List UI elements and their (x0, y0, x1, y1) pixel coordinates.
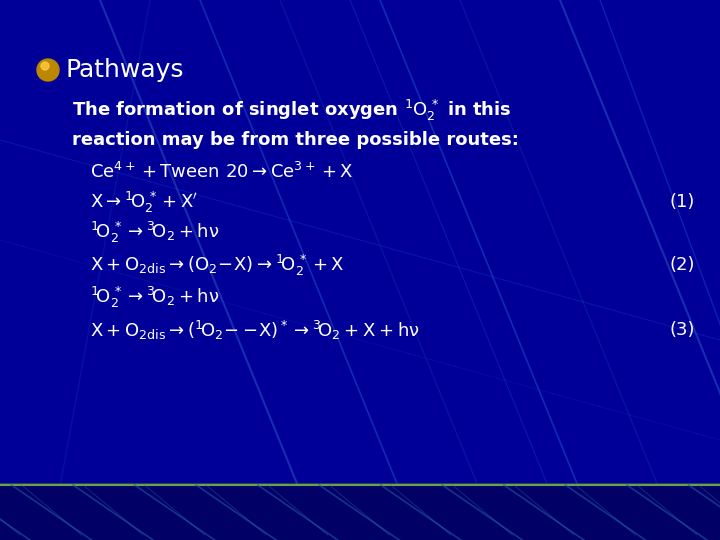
Text: $\mathrm{Ce^{4+} + Tween\ 20 \rightarrow Ce^{3+} + X}$: $\mathrm{Ce^{4+} + Tween\ 20 \rightarrow… (90, 162, 354, 182)
Bar (0, 485, 720, 540)
Text: Pathways: Pathways (65, 58, 184, 82)
Text: reaction may be from three possible routes:: reaction may be from three possible rout… (72, 131, 519, 149)
Text: $\mathrm{X \rightarrow {}^1\!O_2^{\,*} + X'}$: $\mathrm{X \rightarrow {}^1\!O_2^{\,*} +… (90, 190, 198, 214)
Text: $\mathrm{{}^1\!O_2^{\,*} \rightarrow {}^3\!O_2 + h\nu}$: $\mathrm{{}^1\!O_2^{\,*} \rightarrow {}^… (90, 219, 220, 245)
Text: $\mathrm{X + O_{2dis} \rightarrow (O_2\!-\!X) \rightarrow {}^1\!O_2^{\,*} + X}$: $\mathrm{X + O_{2dis} \rightarrow (O_2\!… (90, 252, 345, 278)
Circle shape (41, 62, 49, 70)
Text: The formation of singlet oxygen $^1\mathrm{O}_2^{\,*}$ in this: The formation of singlet oxygen $^1\math… (72, 97, 512, 123)
Text: $\mathrm{{}^1\!O_2^{\,*} \rightarrow {}^3\!O_2 + h\nu}$: $\mathrm{{}^1\!O_2^{\,*} \rightarrow {}^… (90, 285, 220, 309)
Circle shape (37, 59, 59, 81)
Text: (3): (3) (670, 321, 695, 339)
Text: (1): (1) (670, 193, 695, 211)
Text: (2): (2) (670, 256, 695, 274)
Text: $\mathrm{X + O_{2dis} \rightarrow ({}^1\!O_2\!-\!-\!X)^* \rightarrow {}^3\!O_2 +: $\mathrm{X + O_{2dis} \rightarrow ({}^1\… (90, 319, 420, 342)
